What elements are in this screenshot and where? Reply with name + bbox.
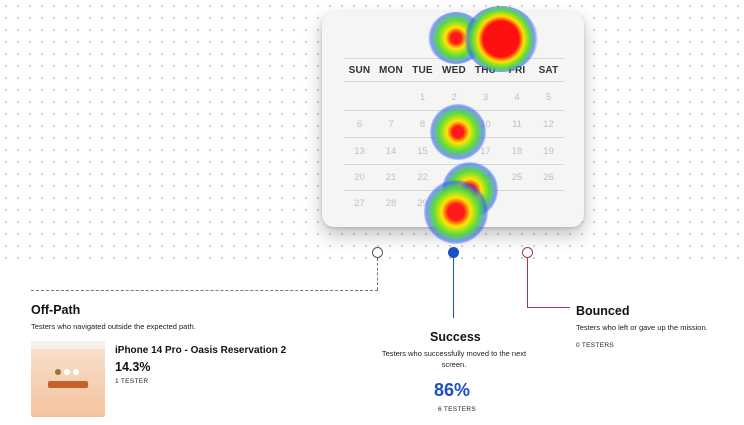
- weekday-wed: WED: [442, 64, 466, 76]
- bounced-marker[interactable]: [522, 247, 533, 258]
- bounced-connector-line: [527, 307, 570, 308]
- calendar-day: 17: [480, 145, 491, 157]
- calendar-day: 4: [514, 91, 520, 103]
- calendar-day: 3: [482, 91, 489, 103]
- calendar-day: 2: [451, 91, 457, 103]
- calendar-month-label: NOV: [438, 34, 475, 53]
- success-tester-count: 6 TESTERS: [438, 406, 476, 413]
- offpath-description: Testers who navigated outside the expect…: [31, 322, 196, 331]
- success-percent: 86%: [434, 380, 471, 400]
- success-description: Testers who successfully moved to the ne…: [356, 348, 552, 370]
- bounced-tester-count: 0 TESTERS: [576, 342, 614, 349]
- offpath-tester-count: 1 TESTER: [115, 378, 149, 385]
- bounced-description: Testers who left or gave up the mission.: [576, 323, 708, 332]
- offpath-percent: 14.3%: [115, 360, 151, 374]
- success-description-line: screen.: [441, 360, 467, 369]
- calendar-day: 21: [385, 171, 397, 183]
- calendar-week-row: 27 28 29 30: [344, 190, 564, 216]
- calendar-day: 19: [543, 145, 554, 157]
- calendar-day: 18: [511, 145, 523, 157]
- calendar-day: 30: [448, 197, 460, 209]
- calendar-day: 12: [543, 118, 554, 130]
- offpath-screen-thumbnail[interactable]: [31, 341, 105, 417]
- thumbnail-status-bar: [31, 341, 105, 349]
- weekday-sun: SUN: [348, 64, 371, 76]
- calendar-day: 23: [448, 171, 460, 183]
- calendar-day: 26: [543, 171, 554, 183]
- calendar-week-row: 13 14 15 16 17 18 19: [344, 138, 564, 165]
- offpath-marker[interactable]: [372, 247, 383, 258]
- calendar-day: 13: [354, 145, 365, 157]
- calendar-day: 16: [448, 145, 460, 157]
- calendar-day: 15: [417, 145, 428, 157]
- weekday-mon: MON: [379, 64, 403, 76]
- success-connector-line: [453, 258, 454, 318]
- calendar-week-row: 20 21 22 23 24 25 26: [344, 164, 564, 191]
- offpath-connector-line: [31, 290, 378, 291]
- thumbnail-button: [48, 381, 88, 388]
- thumbnail-dot-icon: [73, 369, 79, 375]
- calendar-week-row: 6 7 8 9 10 11 12: [344, 111, 564, 138]
- weekday-sat: SAT: [538, 64, 559, 76]
- offpath-title: Off-Path: [31, 303, 81, 317]
- weekday-fri: FRI: [508, 64, 526, 76]
- calendar-day: 11: [512, 118, 522, 130]
- calendar-screen-preview: NOV SUN MON TUE WED THU FRI SAT 1 2 3 4 …: [322, 12, 584, 227]
- success-marker[interactable]: [448, 247, 459, 258]
- calendar-day: 7: [388, 118, 394, 130]
- calendar-day: 24: [480, 171, 491, 183]
- calendar-week-row: 1 2 3 4 5: [344, 84, 564, 111]
- calendar-day: 9: [451, 118, 457, 130]
- calendar-day: 1: [419, 91, 426, 103]
- thumbnail-dot-icon: [64, 369, 70, 375]
- calendar-day: 29: [417, 197, 428, 209]
- calendar-day: 20: [354, 171, 365, 183]
- calendar-day: 22: [417, 171, 428, 183]
- calendar-day: 10: [480, 118, 491, 130]
- calendar-day: 14: [385, 145, 397, 157]
- weekday-thu: THU: [474, 64, 497, 76]
- calendar-day: 25: [511, 171, 523, 183]
- calendar-day: 6: [356, 118, 363, 130]
- calendar-weekday-header: SUN MON TUE WED THU FRI SAT: [344, 58, 564, 82]
- calendar-day: 5: [545, 91, 552, 103]
- bounced-connector-line: [527, 258, 528, 308]
- offpath-connector-line: [377, 258, 378, 290]
- success-title: Success: [430, 330, 481, 344]
- success-description-line: Testers who successfully moved to the ne…: [381, 349, 527, 358]
- bounced-title: Bounced: [576, 304, 630, 318]
- calendar-day: 8: [419, 118, 426, 130]
- calendar-day: 28: [385, 197, 397, 209]
- thumbnail-dot-icon: [55, 369, 61, 375]
- offpath-screen-name: iPhone 14 Pro - Oasis Reservation 2: [115, 345, 287, 356]
- calendar-day: 27: [354, 197, 365, 209]
- weekday-tue: TUE: [412, 64, 433, 76]
